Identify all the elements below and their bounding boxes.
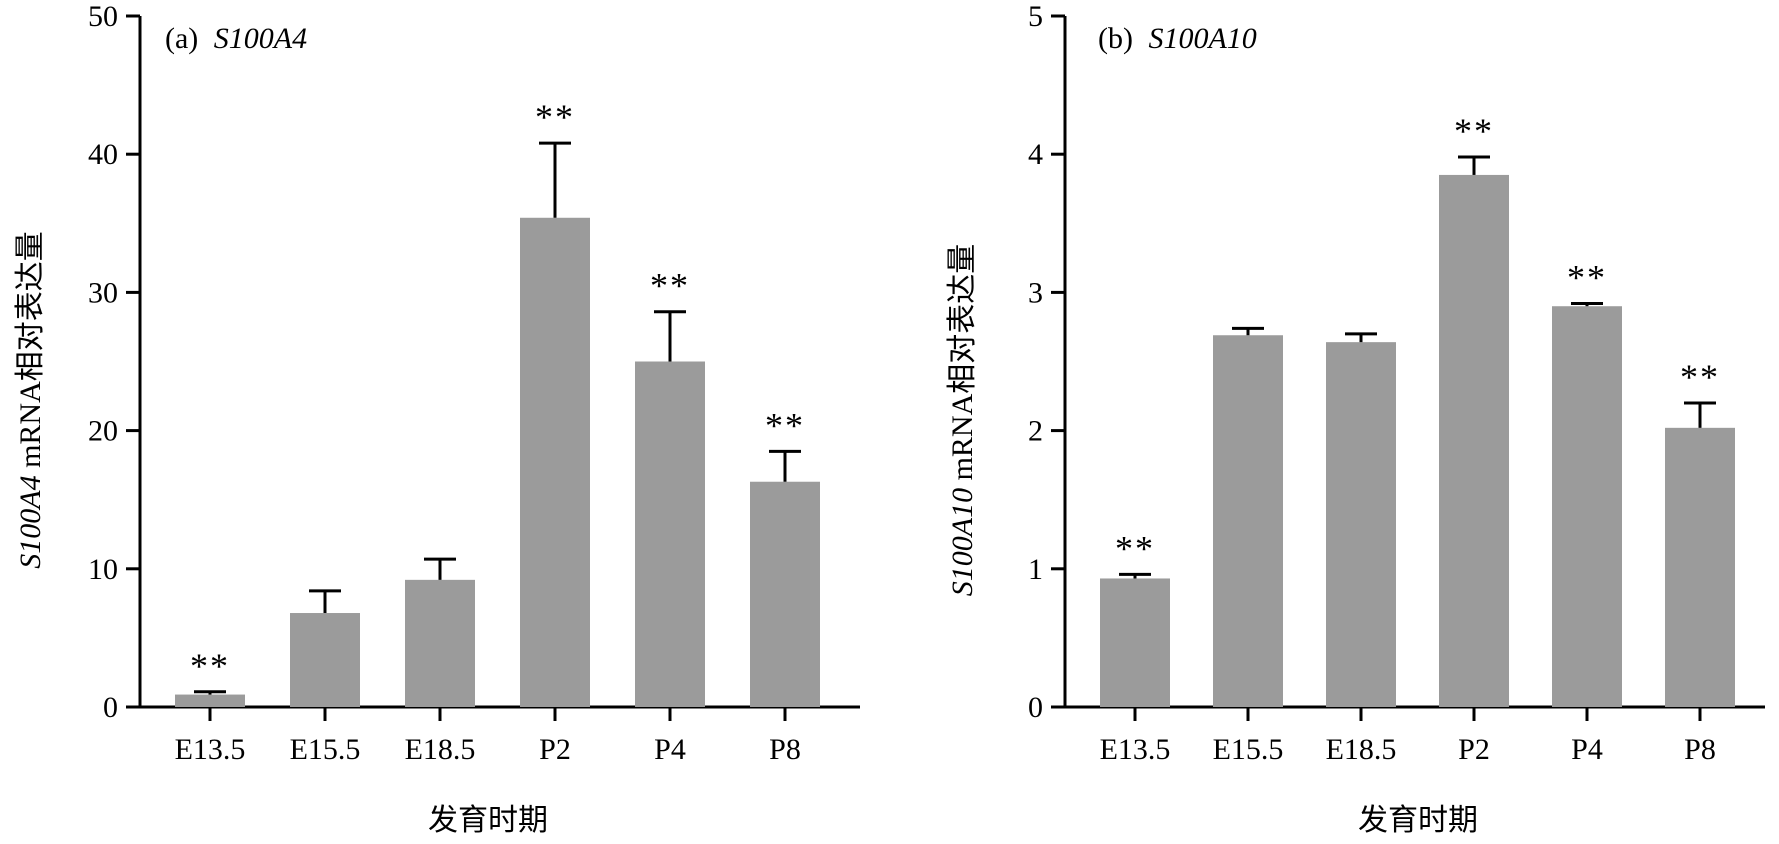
panel-a-x-tick-label: E15.5 [290,733,361,766]
panel-b-y-axis-suffix: mRNA相对表达量 [946,244,979,488]
panel-a-significance-label: ** [765,405,805,445]
panel-a-bar-E18.5 [405,579,475,707]
panel-b-y-tick-label: 4 [1028,138,1043,171]
panel-a-plot-area: 0 10 20 30 40 50 E13.5 ** E15.5 E18.5 P2 ** P4 ** P8 ** [88,0,860,766]
panel-a: (a) S100A4 S100A4 mRNA相对表达量 发育时期 0 10 20 30… [14,0,860,837]
panel-b-significance-label: ** [1567,257,1607,297]
panel-b-bar-P4 [1552,306,1622,707]
panel-a-x-tick-label: E13.5 [175,733,246,766]
panel-b: (b) S100A10 S100A10 mRNA相对表达量 发育时期 0 1 2 3 4… [946,0,1765,837]
panel-a-label: (a) [165,22,198,55]
panel-b-y-axis-gene: S100A10 [946,488,979,596]
panel-a-y-tick-label: 40 [88,138,118,171]
panel-b-bar-E15.5 [1213,335,1283,707]
panel-b-y-tick-label: 3 [1028,276,1043,309]
panel-a-y-tick-label: 0 [103,691,118,724]
panel-a-y-tick-label: 20 [88,415,118,448]
panel-b-title: (b) S100A10 [1098,22,1257,55]
panel-b-x-tick-label: P8 [1684,733,1716,766]
panel-b-x-tick-label: P4 [1571,733,1603,766]
panel-b-x-tick-label: E15.5 [1213,733,1284,766]
panel-a-bar-P4 [635,361,705,707]
panel-b-bar-E13.5 [1100,578,1170,707]
panel-a-y-axis-title: S100A4 mRNA相对表达量 [14,231,47,569]
panel-a-x-tick-label: P8 [769,733,801,766]
panel-b-y-tick-label: 2 [1028,415,1043,448]
panel-b-bar-E18.5 [1326,342,1396,707]
panel-a-x-tick-label: P2 [539,733,571,766]
panel-b-label: (b) [1098,22,1133,55]
panel-a-bar-P8 [750,481,820,707]
panel-a-y-tick-label: 10 [88,553,118,586]
panel-a-significance-label: ** [535,97,575,137]
panel-a-x-tick-label: E18.5 [405,733,476,766]
panel-a-x-axis-title: 发育时期 [428,804,548,837]
panel-a-significance-label: ** [650,266,690,306]
panel-b-significance-label: ** [1454,111,1494,151]
panel-a-bar-P2 [520,217,590,707]
panel-b-x-tick-label: P2 [1458,733,1490,766]
panel-a-y-tick-label: 30 [88,276,118,309]
panel-b-significance-label: ** [1115,528,1155,568]
panel-b-x-axis-title: 发育时期 [1358,804,1478,837]
panel-b-gene: S100A10 [1148,22,1256,55]
panel-a-bar-E15.5 [290,613,360,707]
panel-a-title: (a) S100A4 [165,22,307,55]
panel-b-y-tick-label: 5 [1028,0,1043,33]
panel-b-significance-label: ** [1680,357,1720,397]
panel-b-y-axis-title: S100A10 mRNA相对表达量 [946,244,979,597]
panel-a-y-axis-suffix: mRNA相对表达量 [14,231,47,475]
panel-a-gene: S100A4 [214,22,307,55]
panel-b-x-tick-label: E13.5 [1100,733,1171,766]
panel-b-plot-area: 0 1 2 3 4 5 E13.5 ** E15.5 E18.5 P2 ** P4 ** P8 ** [1028,0,1765,766]
panel-b-y-tick-label: 1 [1028,553,1043,586]
panel-b-bar-P8 [1665,427,1735,707]
panel-a-x-tick-label: P4 [654,733,686,766]
panel-b-bar-P2 [1439,174,1509,707]
panel-b-y-tick-label: 0 [1028,691,1043,724]
panel-a-y-axis-gene: S100A4 [14,475,47,568]
panel-a-y-tick-label: 50 [88,0,118,33]
panel-a-significance-label: ** [190,646,230,686]
panel-b-x-tick-label: E18.5 [1326,733,1397,766]
panel-a-bar-E13.5 [175,694,245,707]
